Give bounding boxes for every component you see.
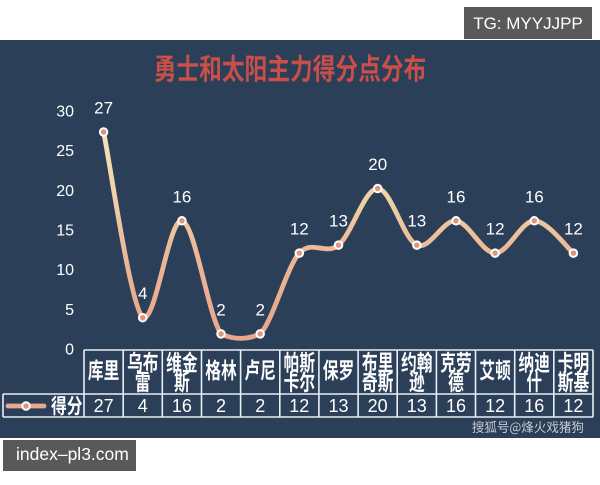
- svg-text:2: 2: [255, 396, 265, 416]
- svg-text:27: 27: [94, 396, 114, 416]
- svg-text:16: 16: [172, 187, 191, 206]
- svg-text:0: 0: [65, 342, 74, 359]
- svg-text:13: 13: [407, 212, 426, 231]
- svg-text:12: 12: [290, 220, 309, 239]
- svg-text:16: 16: [446, 396, 466, 416]
- svg-text:4: 4: [138, 396, 148, 416]
- svg-text:20: 20: [368, 396, 388, 416]
- svg-text:12: 12: [485, 396, 505, 416]
- svg-text:12: 12: [289, 396, 309, 416]
- svg-text:25: 25: [56, 143, 74, 160]
- svg-text:2: 2: [255, 300, 264, 319]
- svg-text:16: 16: [525, 187, 544, 206]
- svg-text:5: 5: [65, 302, 74, 319]
- svg-text:16: 16: [447, 187, 466, 206]
- svg-text:2: 2: [216, 300, 225, 319]
- svg-text:TG: MYYJJPP: TG: MYYJJPP: [473, 14, 583, 33]
- svg-text:13: 13: [407, 396, 427, 416]
- svg-text:30: 30: [56, 103, 74, 120]
- svg-text:16: 16: [524, 396, 544, 416]
- svg-text:10: 10: [56, 262, 74, 279]
- svg-text:16: 16: [172, 396, 192, 416]
- svg-text:4: 4: [138, 284, 147, 303]
- svg-text:13: 13: [328, 396, 348, 416]
- svg-text:15: 15: [56, 223, 74, 240]
- svg-text:index–pl3.com: index–pl3.com: [16, 444, 129, 464]
- svg-text:12: 12: [486, 220, 505, 239]
- svg-text:12: 12: [564, 220, 583, 239]
- svg-text:2: 2: [216, 396, 226, 416]
- svg-text:20: 20: [368, 155, 387, 174]
- svg-text:27: 27: [94, 99, 113, 118]
- svg-text:13: 13: [329, 212, 348, 231]
- svg-text:20: 20: [56, 183, 74, 200]
- svg-text:12: 12: [563, 396, 583, 416]
